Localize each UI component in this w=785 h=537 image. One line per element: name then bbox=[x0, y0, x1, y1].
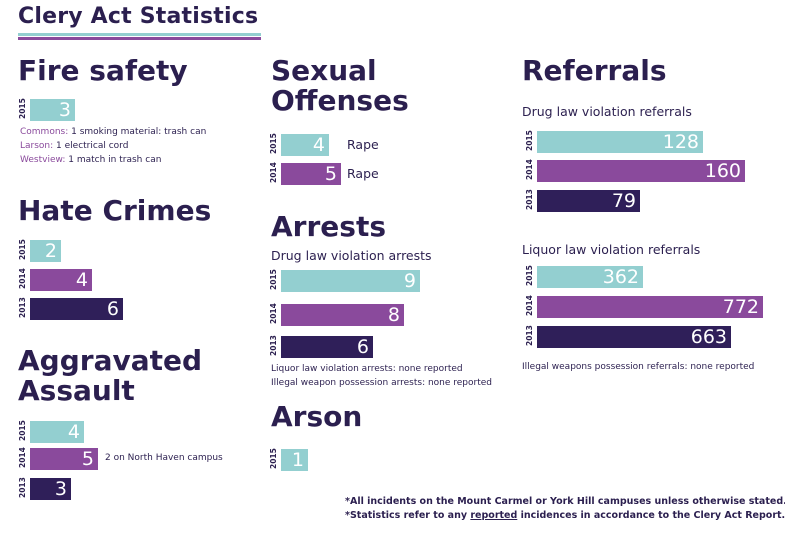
fire-safety-note-label-3: Westview: bbox=[20, 155, 66, 165]
arrests-note-1: Liquor law violation arrests: none repor… bbox=[271, 364, 463, 374]
hate-crimes-year-label-2015: 2015 bbox=[18, 239, 27, 260]
sexual-offenses-annotation-2014: Rape bbox=[347, 166, 379, 181]
footnote-2-underlined: reported bbox=[470, 510, 518, 521]
arrests-year-label-2013: 2013 bbox=[269, 335, 278, 356]
liquor-law-violation-referrals-bar-2014: 772 bbox=[537, 296, 763, 318]
arrests-title: Arrests bbox=[271, 210, 386, 243]
fire-safety-note-text-2: 1 electrical cord bbox=[53, 141, 129, 151]
sexual-offenses-annotation-2015: Rape bbox=[347, 137, 379, 152]
liquor-law-violation-referrals-year-label-2015: 2015 bbox=[525, 265, 534, 286]
title-rule-bottom bbox=[18, 37, 261, 40]
aggravated-assault-bar-2015: 4 bbox=[30, 421, 84, 443]
aggravated-assault-year-label-2014: 2014 bbox=[18, 447, 27, 468]
fire-safety-title: Fire safety bbox=[18, 54, 188, 87]
fire-safety-note-label-2: Larson: bbox=[20, 141, 54, 151]
liquor-law-violation-referrals-subtitle: Liquor law violation referrals bbox=[522, 242, 701, 257]
fire-safety-note-label-1: Commons: bbox=[20, 127, 69, 137]
fire-safety-note-3: Westview: 1 match in trash can bbox=[20, 155, 161, 165]
aggravated-assault-bar-2013: 3 bbox=[30, 478, 71, 500]
sexual-offenses-bar-2014: 5 bbox=[281, 163, 341, 185]
liquor-law-violation-referrals-note-1: Illegal weapons possession referrals: no… bbox=[522, 362, 754, 372]
hate-crimes-year-label-2014: 2014 bbox=[18, 268, 27, 289]
referrals-title: Referrals bbox=[522, 54, 667, 87]
arson-title: Arson bbox=[271, 400, 363, 433]
hate-crimes-bar-2013: 6 bbox=[30, 298, 123, 320]
footnote-2-after: incidences in accordance to the Clery Ac… bbox=[517, 510, 785, 521]
arrests-year-label-2015: 2015 bbox=[269, 269, 278, 290]
referrals-subtitle: Drug law violation referrals bbox=[522, 104, 692, 119]
fire-safety-year-label-2015: 2015 bbox=[18, 98, 27, 119]
hate-crimes-title: Hate Crimes bbox=[18, 194, 212, 227]
liquor-law-violation-referrals-bar-2015: 362 bbox=[537, 266, 643, 288]
referrals-year-label-2014: 2014 bbox=[525, 159, 534, 180]
aggravated-assault-bar-2014: 5 bbox=[30, 448, 98, 470]
hate-crimes-year-label-2013: 2013 bbox=[18, 297, 27, 318]
sexual-offenses-title-line-1: Sexual bbox=[271, 54, 377, 87]
hate-crimes-bar-2015: 2 bbox=[30, 240, 61, 262]
main-title: Clery Act Statistics bbox=[18, 4, 259, 29]
sexual-offenses-year-label-2015: 2015 bbox=[269, 133, 278, 154]
arrests-note-text-1: Liquor law violation arrests: none repor… bbox=[271, 364, 463, 374]
fire-safety-note-text-3: 1 match in trash can bbox=[65, 155, 162, 165]
aggravated-assault-year-label-2013: 2013 bbox=[18, 477, 27, 498]
referrals-year-label-2013: 2013 bbox=[525, 189, 534, 210]
hate-crimes-bar-2014: 4 bbox=[30, 269, 92, 291]
title-rule-top bbox=[18, 33, 261, 36]
liquor-law-violation-referrals-bar-2013: 663 bbox=[537, 326, 731, 348]
arrests-bar-2013: 6 bbox=[281, 336, 373, 358]
aggravated-assault-title-line-1: Aggravated bbox=[18, 344, 203, 377]
liquor-law-violation-referrals-note-text-1: Illegal weapons possession referrals: no… bbox=[522, 362, 755, 372]
arrests-bar-2015: 9 bbox=[281, 270, 420, 292]
fire-safety-note-2: Larson: 1 electrical cord bbox=[20, 141, 128, 151]
sexual-offenses-title-line-2: Offenses bbox=[271, 84, 409, 117]
arrests-subtitle: Drug law violation arrests bbox=[271, 248, 432, 263]
aggravated-assault-year-label-2015: 2015 bbox=[18, 420, 27, 441]
fire-safety-note-text-1: 1 smoking material: trash can bbox=[68, 127, 207, 137]
arrests-year-label-2014: 2014 bbox=[269, 303, 278, 324]
fire-safety-bar-2015: 3 bbox=[30, 99, 75, 121]
referrals-bar-2013: 79 bbox=[537, 190, 640, 212]
arrests-bar-2014: 8 bbox=[281, 304, 404, 326]
footnote-2: *Statistics refer to any reported incide… bbox=[345, 510, 785, 521]
aggravated-assault-title-line-2: Assault bbox=[18, 374, 135, 407]
referrals-bar-2014: 160 bbox=[537, 160, 745, 182]
footnote-2-before: *Statistics refer to any bbox=[345, 510, 471, 521]
sexual-offenses-bar-2015: 4 bbox=[281, 134, 329, 156]
arson-bar-2015: 1 bbox=[281, 449, 308, 471]
aggravated-assault-annotation-2014: 2 on North Haven campus bbox=[105, 453, 223, 463]
sexual-offenses-year-label-2014: 2014 bbox=[269, 162, 278, 183]
liquor-law-violation-referrals-year-label-2014: 2014 bbox=[525, 295, 534, 316]
arrests-note-text-2: Illegal weapon possession arrests: none … bbox=[271, 378, 493, 388]
arrests-note-2: Illegal weapon possession arrests: none … bbox=[271, 378, 492, 388]
footnote-1: *All incidents on the Mount Carmel or Yo… bbox=[345, 496, 785, 507]
referrals-year-label-2015: 2015 bbox=[525, 130, 534, 151]
liquor-law-violation-referrals-year-label-2013: 2013 bbox=[525, 325, 534, 346]
fire-safety-note-1: Commons: 1 smoking material: trash can bbox=[20, 127, 206, 137]
arson-year-label-2015: 2015 bbox=[269, 448, 278, 469]
referrals-bar-2015: 128 bbox=[537, 131, 703, 153]
